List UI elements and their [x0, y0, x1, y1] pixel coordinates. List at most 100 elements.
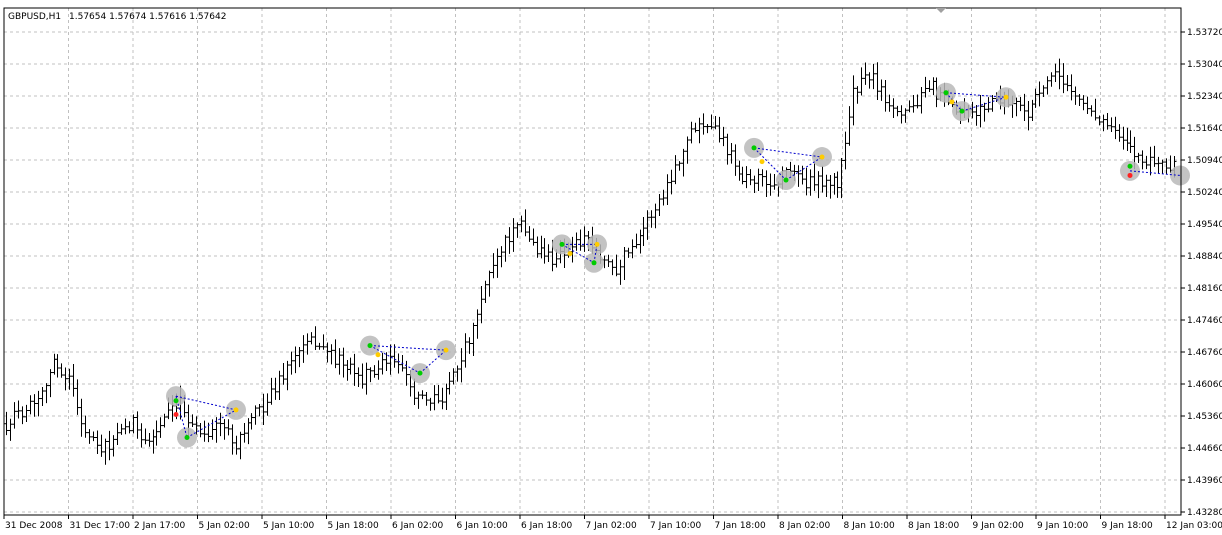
ohlc-bar — [202, 420, 207, 442]
ohlc-bar — [341, 347, 346, 378]
ohlc-bar — [154, 420, 159, 446]
pattern-highlight — [1170, 165, 1190, 186]
ohlc-bar — [107, 430, 112, 461]
ohlc-bar — [285, 360, 290, 391]
y-tick-label: 1.53040 — [1187, 60, 1222, 70]
ohlc-bar — [8, 418, 13, 441]
ohlc-bar — [471, 322, 476, 356]
ohlc-bar — [1117, 124, 1122, 142]
ohlc-bar — [927, 80, 932, 92]
ohlc-bar — [28, 395, 33, 415]
ohlc-bar — [721, 126, 726, 147]
ohlc-bar — [1061, 63, 1066, 94]
ohlc-bar — [333, 339, 338, 369]
ohlc-bar — [653, 203, 658, 229]
ohlc-bar — [234, 435, 239, 455]
ohlc-bar — [681, 148, 686, 177]
ohlc-bar — [760, 169, 765, 187]
ohlc-bar — [982, 102, 987, 122]
ohlc-bar — [1160, 159, 1165, 174]
pattern-marker — [173, 412, 179, 418]
ohlc-bar — [515, 222, 520, 238]
ohlc-bar — [539, 235, 544, 259]
ohlc-bar — [392, 344, 397, 368]
y-tick-label: 1.45360 — [1187, 412, 1222, 422]
ohlc-bar — [1053, 63, 1058, 82]
ohlc-bar — [1148, 146, 1153, 176]
ohlc-bar — [990, 94, 995, 112]
pattern-marker — [751, 145, 757, 151]
ohlc-bar — [1081, 95, 1086, 111]
ohlc-bar — [277, 370, 282, 401]
ohlc-bar — [503, 234, 508, 262]
ohlc-bar — [345, 359, 350, 381]
pattern-marker — [759, 159, 765, 165]
ohlc-bar — [843, 131, 848, 170]
ohlc-bar — [665, 174, 670, 205]
pattern-marker — [173, 398, 179, 404]
ohlc-bar — [238, 431, 243, 460]
ohlc-bar — [649, 210, 654, 228]
ohlc-bar — [372, 365, 377, 378]
ohlc-bar — [1069, 74, 1074, 101]
ohlc-bar — [491, 253, 496, 279]
ohlc-bar — [756, 168, 761, 192]
ohlc-bar — [645, 210, 650, 240]
pattern-marker — [949, 99, 955, 105]
ohlc-bar — [151, 429, 156, 454]
x-tick-label: 12 Jan 03:00 — [1166, 521, 1222, 531]
pattern-marker — [1127, 172, 1133, 178]
x-tick-label: 5 Jan 18:00 — [328, 521, 380, 531]
ohlc-bar — [915, 94, 920, 109]
ohlc-bar — [887, 94, 892, 112]
ohlc-bar — [1152, 145, 1157, 167]
ohlc-bar — [487, 270, 492, 297]
y-tick-label: 1.48840 — [1187, 252, 1222, 262]
ohlc-bar — [249, 413, 254, 430]
ohlc-bar — [618, 259, 623, 285]
ohlc-bar — [210, 419, 215, 440]
ohlc-bar — [1128, 130, 1133, 153]
y-tick-label: 1.43960 — [1187, 476, 1222, 486]
ohlc-bar — [1136, 152, 1141, 163]
y-tick-label: 1.46760 — [1187, 348, 1222, 358]
y-tick-label: 1.50240 — [1187, 188, 1222, 198]
ohlc-bar — [689, 121, 694, 144]
x-tick-label: 5 Jan 10:00 — [263, 521, 315, 531]
ohlc-bar — [59, 363, 64, 378]
chart-shift-marker[interactable] — [936, 8, 946, 13]
pattern-marker — [594, 241, 600, 247]
ohlc-bar — [772, 174, 777, 190]
ohlc-bar — [641, 217, 646, 246]
ohlc-bar — [305, 333, 310, 355]
x-tick-label: 7 Jan 10:00 — [650, 521, 702, 531]
ohlc-bar — [847, 106, 852, 146]
ohlc-bar — [709, 114, 714, 130]
ohlc-bar — [614, 254, 619, 277]
ohlc-bar — [701, 113, 706, 135]
ohlc-bar — [63, 367, 68, 391]
pattern-marker — [375, 352, 381, 358]
ohlc-bar — [740, 166, 745, 185]
ohlc-bar — [384, 352, 389, 371]
pattern-line — [753, 147, 823, 158]
ohlc-bar — [48, 369, 53, 398]
pattern-marker — [417, 370, 423, 376]
ohlc-bar — [376, 360, 381, 380]
ohlc-bar — [1037, 81, 1042, 107]
ohlc-bar — [87, 429, 92, 444]
y-tick-label: 1.47460 — [1187, 316, 1222, 326]
ohlc-bar — [764, 170, 769, 197]
ohlc-bar — [348, 357, 353, 375]
pattern-marker — [819, 154, 825, 160]
ohlc-bar — [717, 116, 722, 143]
ohlc-bar — [867, 72, 872, 89]
ohlc-bar — [1140, 150, 1145, 170]
ohlc-bar — [875, 62, 880, 100]
ohlc-bar — [657, 194, 662, 216]
pattern-marker — [367, 343, 373, 349]
x-tick-label: 7 Jan 18:00 — [715, 521, 767, 531]
ohlc-bar — [412, 378, 417, 406]
